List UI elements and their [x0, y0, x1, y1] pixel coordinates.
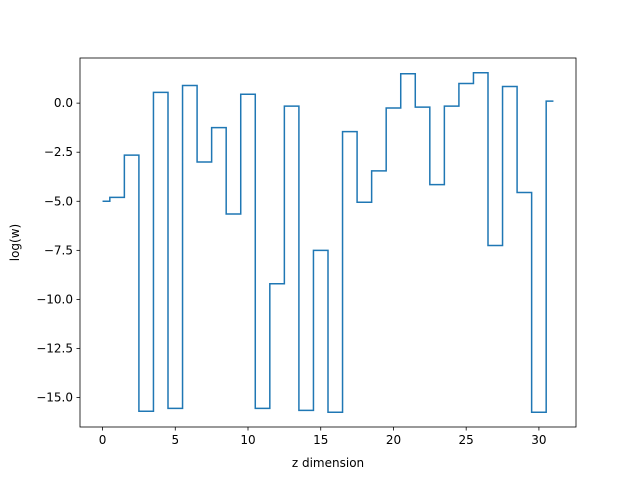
- series-line-0: [102, 71, 554, 414]
- x-tick-label: 5: [171, 433, 179, 447]
- y-tick-label: 0.0: [54, 96, 73, 110]
- plot-area: [102, 71, 554, 414]
- x-tick-label: 15: [313, 433, 328, 447]
- y-tick-label: −7.5: [44, 243, 73, 257]
- x-axis-ticks: 0 5 10 15 20 25 30: [99, 427, 547, 447]
- y-axis-label: log(w): [8, 224, 22, 261]
- y-tick-label: −12.5: [36, 341, 73, 355]
- y-tick-label: −15.0: [36, 391, 73, 405]
- y-axis-ticks: 0.0 −2.5 −5.0 −7.5 −10.0 −12.5 −15.0: [36, 96, 80, 405]
- y-tick-label: −2.5: [44, 145, 73, 159]
- axes-frame: [79, 57, 577, 428]
- x-tick-label: 0: [99, 433, 107, 447]
- x-axis-label: z dimension: [292, 456, 364, 470]
- x-tick-label: 10: [240, 433, 255, 447]
- x-tick-label: 25: [459, 433, 474, 447]
- x-tick-label: 20: [386, 433, 401, 447]
- x-tick-label: 30: [531, 433, 546, 447]
- y-tick-label: −5.0: [44, 194, 73, 208]
- y-tick-label: −10.0: [36, 292, 73, 306]
